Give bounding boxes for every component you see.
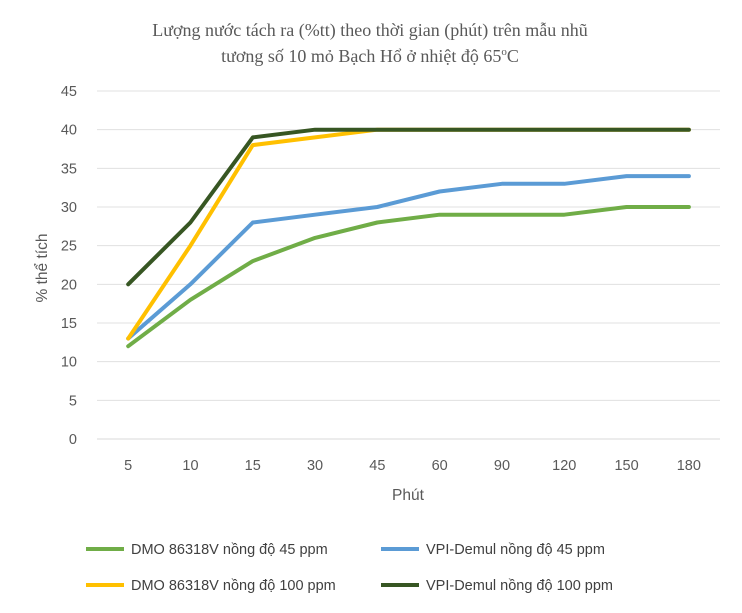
y-tick-label: 45 xyxy=(61,84,77,100)
x-tick-label: 45 xyxy=(369,458,385,474)
series-line-3 xyxy=(126,127,691,341)
x-tick-label: 30 xyxy=(307,458,323,474)
x-tick-label: 150 xyxy=(614,458,638,474)
series-line-1 xyxy=(126,205,691,349)
legend-label-4: VPI-Demul nồng độ 100 ppm xyxy=(426,578,613,594)
y-tick-label: 5 xyxy=(69,393,77,409)
y-tick-label: 30 xyxy=(61,200,77,216)
y-tick-label: 40 xyxy=(61,123,77,139)
x-axis-label: Phút xyxy=(392,487,425,504)
series-line-4 xyxy=(126,127,691,287)
x-tick-label: 120 xyxy=(552,458,576,474)
y-tick-label: 35 xyxy=(61,161,77,177)
x-tick-label: 90 xyxy=(494,458,510,474)
x-tick-label: 60 xyxy=(432,458,448,474)
y-tick-label: 20 xyxy=(61,277,77,293)
y-tick-label: 10 xyxy=(61,355,77,371)
x-tick-label: 5 xyxy=(124,458,132,474)
y-axis-label: % thể tích xyxy=(34,234,51,303)
chart-title-line-1: Lượng nước tách ra (%tt) theo thời gian … xyxy=(152,20,587,41)
y-tick-labels: 0 5 10 15 20 25 30 35 40 45 xyxy=(61,84,77,448)
gridlines xyxy=(97,90,720,440)
chart-title-line-2: tương số 10 mỏ Bạch Hổ ở nhiệt độ 65oC xyxy=(221,46,519,66)
y-tick-label: 15 xyxy=(61,316,77,332)
series-line-2 xyxy=(126,174,691,341)
x-tick-label: 10 xyxy=(182,458,198,474)
x-tick-label: 180 xyxy=(677,458,701,474)
y-tick-label: 0 xyxy=(69,432,77,448)
x-tick-label: 15 xyxy=(245,458,261,474)
x-tick-labels: 5 10 15 30 45 60 90 120 150 180 xyxy=(124,458,701,474)
legend-label-2: VPI-Demul nồng độ 45 ppm xyxy=(426,542,605,558)
y-tick-label: 25 xyxy=(61,239,77,255)
legend-label-1: DMO 86318V nồng độ 45 ppm xyxy=(131,542,328,558)
legend: DMO 86318V nồng độ 45 ppm VPI-Demul nồng … xyxy=(86,542,613,594)
degree-superscript: o xyxy=(501,46,507,58)
legend-label-3: DMO 86318V nồng độ 100 ppm xyxy=(131,578,336,594)
data-series xyxy=(126,127,691,349)
